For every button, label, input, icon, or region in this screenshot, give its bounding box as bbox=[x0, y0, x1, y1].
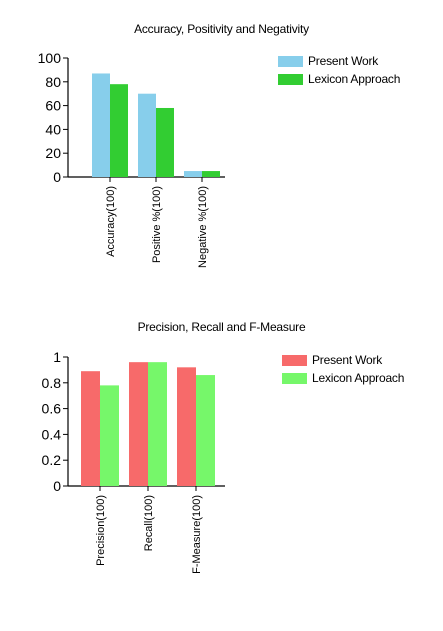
y-tick-label: 0.4 bbox=[42, 426, 62, 442]
bar-present-work bbox=[129, 362, 148, 486]
bar-present-work bbox=[184, 171, 202, 177]
y-tick-label: 40 bbox=[45, 121, 61, 137]
legend: Present Work Lexicon Approach bbox=[278, 52, 400, 88]
y-tick-label: 80 bbox=[45, 74, 61, 90]
y-tick-label: 60 bbox=[45, 98, 61, 114]
legend-swatch bbox=[278, 73, 303, 85]
bar-lexicon-approach bbox=[148, 362, 167, 486]
y-tick-label: 0.6 bbox=[42, 401, 62, 417]
accuracy-chart: Accuracy, Positivity and Negativity 0 20 4… bbox=[0, 0, 443, 300]
y-tick-label: 0 bbox=[53, 169, 61, 185]
y-tick-label: 0.2 bbox=[42, 452, 62, 468]
y-tick-label: 0.8 bbox=[42, 375, 62, 391]
x-category-label: F-Measure(100) bbox=[191, 495, 203, 574]
legend-label: Present Work bbox=[312, 353, 383, 367]
bar-lexicon-approach bbox=[100, 385, 119, 486]
legend-swatch bbox=[282, 372, 307, 384]
legend-swatch bbox=[278, 55, 303, 67]
bar-lexicon-approach bbox=[110, 84, 128, 177]
y-tick-label: 20 bbox=[45, 145, 61, 161]
chart-title: Accuracy, Positivity and Negativity bbox=[134, 22, 309, 36]
x-category-label: Precision(100) bbox=[95, 495, 107, 566]
precision-chart-plot: 0 0.2 0.4 0.6 0.8 1 Precision(100) Recall(100) F… bbox=[42, 349, 225, 574]
bar-present-work bbox=[92, 73, 110, 177]
legend-item-lexicon-approach: Lexicon Approach bbox=[278, 70, 400, 88]
legend-label: Lexicon Approach bbox=[308, 72, 401, 86]
x-category-label: Accuracy(100) bbox=[105, 186, 117, 257]
chart-title: Precision, Recall and F-Measure bbox=[137, 320, 306, 334]
legend: Present Work Lexicon Approach bbox=[282, 351, 404, 387]
x-category-label: Recall(100) bbox=[143, 495, 155, 551]
x-category-label: Positive %(100) bbox=[151, 186, 163, 263]
bar-lexicon-approach bbox=[202, 171, 220, 177]
y-tick-label: 0 bbox=[53, 478, 61, 494]
legend-item-present-work: Present Work bbox=[282, 351, 404, 369]
y-tick-label: 100 bbox=[38, 50, 62, 66]
legend-swatch bbox=[282, 354, 307, 366]
y-tick-label: 1 bbox=[53, 349, 61, 365]
legend-item-lexicon-approach: Lexicon Approach bbox=[282, 369, 404, 387]
x-category-label: Negative %(100) bbox=[197, 186, 209, 268]
accuracy-chart-plot: 0 20 40 60 80 100 Accuracy(100) Positive %(100)… bbox=[38, 50, 225, 268]
legend-label: Present Work bbox=[308, 54, 379, 68]
bar-lexicon-approach bbox=[196, 375, 215, 486]
bar-lexicon-approach bbox=[156, 107, 174, 177]
legend-label: Lexicon Approach bbox=[312, 371, 405, 385]
bar-present-work bbox=[138, 93, 156, 177]
bar-present-work bbox=[177, 367, 196, 486]
bar-present-work bbox=[81, 371, 100, 486]
precision-chart: Precision, Recall and F-Measure 0 0.2 0.4 0… bbox=[0, 305, 443, 631]
legend-item-present-work: Present Work bbox=[278, 52, 400, 70]
